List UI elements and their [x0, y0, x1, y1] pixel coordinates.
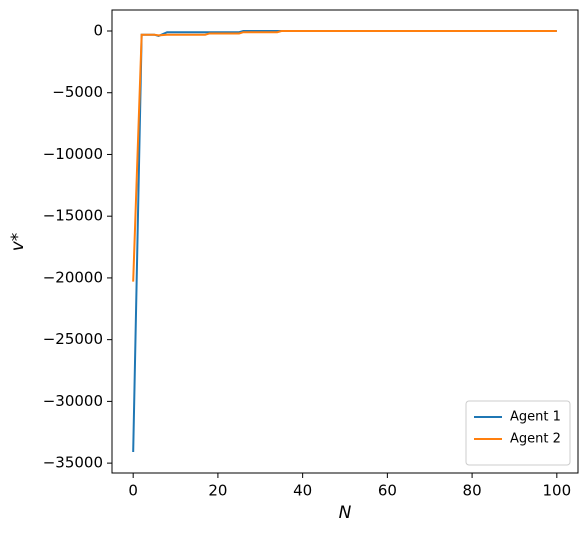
legend-label: Agent 2	[510, 432, 561, 447]
plot-frame	[111, 9, 579, 474]
line	[132, 29, 557, 282]
x-tick-label: 60	[378, 482, 397, 500]
y-tick-label: −25000	[43, 330, 103, 348]
line	[132, 29, 557, 453]
y-tick-label: −15000	[43, 207, 103, 225]
x-tick-label: 40	[293, 482, 312, 500]
x-tick-label: 100	[542, 482, 571, 500]
legend: Agent 1 Agent 2	[465, 400, 571, 466]
y-tick-label: 0	[93, 21, 103, 39]
y-tick-label: −35000	[43, 454, 103, 472]
x-tick-label: 80	[463, 482, 482, 500]
x-tick-label: 20	[208, 482, 227, 500]
y-tick-label: −20000	[43, 268, 103, 286]
y-axis-label: v*	[8, 233, 28, 252]
y-tick-label: −30000	[43, 392, 103, 410]
legend-label: Agent 1	[510, 410, 561, 425]
y-tick-label: −10000	[43, 145, 103, 163]
y-tick-label: −5000	[52, 83, 103, 101]
x-tick-label: 0	[128, 482, 138, 500]
x-axis-label: N	[339, 503, 352, 523]
